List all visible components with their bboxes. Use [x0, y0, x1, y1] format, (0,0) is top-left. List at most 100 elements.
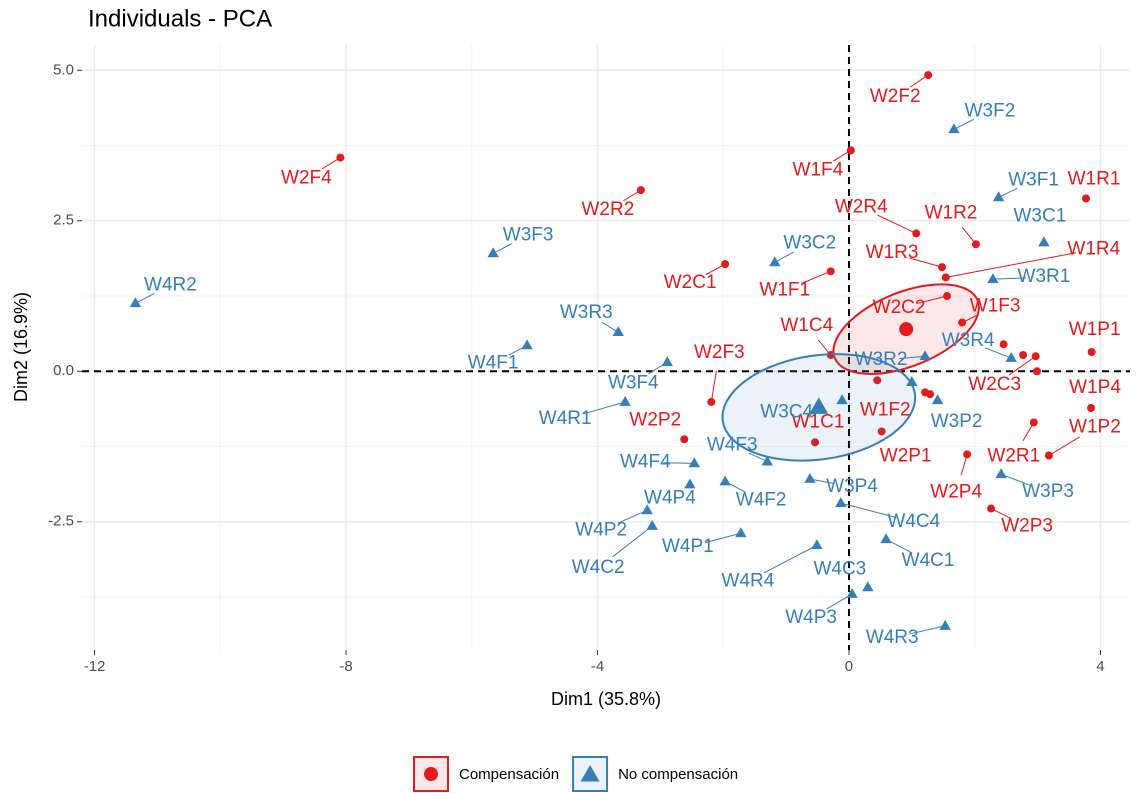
point [129, 297, 142, 308]
x-tick-label: 0 [845, 658, 853, 675]
leader-line [992, 277, 1026, 280]
point-label: W2R4 [835, 196, 888, 217]
point-label: W3R4 [942, 330, 995, 351]
point [1087, 348, 1096, 357]
point-label: W4F2 [736, 489, 787, 510]
point-label: W2F3 [694, 342, 745, 363]
leader-line [623, 189, 642, 202]
leader-line [898, 355, 926, 360]
point-label: W3C4 [760, 401, 813, 422]
point-label: W3R3 [560, 302, 613, 323]
leader-line [724, 481, 746, 493]
point [1032, 367, 1041, 376]
point [1087, 404, 1096, 412]
point-label: W4R4 [722, 570, 775, 591]
leader-line [663, 462, 695, 464]
point [906, 376, 918, 387]
legend-label: Compensación [459, 766, 559, 783]
point-label: W1F2 [860, 399, 911, 420]
point [1038, 236, 1050, 247]
point [926, 390, 935, 399]
point-label: W4R1 [539, 408, 592, 429]
point-label: W3P2 [931, 411, 983, 432]
point-label: W2F2 [870, 86, 921, 107]
labels: W2F4 W2R2 W1F4 W2F2 W1R1 W2R4 W1R2 W1R4 W1R3 W2C1… [135, 74, 1121, 648]
point-label: W2P4 [930, 481, 982, 502]
point-label: W4P3 [785, 607, 837, 628]
point [931, 394, 944, 405]
x-tick-label: -8 [339, 658, 352, 675]
point [487, 247, 499, 258]
point-label: W4C3 [813, 558, 866, 579]
leader-line [953, 118, 975, 130]
leader-line [321, 157, 341, 170]
y-tick-label: 0.0 [53, 362, 74, 379]
leader-line [877, 214, 917, 234]
point [646, 519, 658, 530]
group-mean [809, 397, 829, 414]
point-label: W2P1 [880, 445, 932, 466]
leader-line [801, 270, 831, 284]
point-label: W3R2 [855, 349, 908, 370]
point-label: W1P4 [1069, 377, 1121, 398]
point [680, 435, 689, 444]
leader-line [826, 593, 853, 610]
leader-line [710, 370, 717, 403]
point-label: W4C4 [887, 511, 940, 532]
point [612, 326, 624, 337]
point-label: W3P4 [826, 476, 878, 497]
point-label: W4P1 [662, 536, 714, 557]
leader-line [960, 454, 968, 476]
grid [82, 45, 1130, 650]
leader-line [990, 508, 1012, 519]
point [769, 256, 781, 267]
point [948, 123, 960, 134]
group-mean [899, 322, 914, 337]
leader-line [961, 226, 977, 245]
leader-line [885, 538, 913, 554]
leader-line [817, 339, 832, 356]
leader-line [612, 525, 653, 558]
leader-line [508, 344, 528, 356]
y-tick-label: 5.0 [53, 61, 74, 78]
point-label: W4P2 [575, 519, 627, 540]
point-label: W2C1 [664, 272, 717, 293]
point [761, 455, 773, 466]
leader-line [998, 187, 1018, 198]
point-label: W1P1 [1069, 319, 1121, 340]
point-label: W3C2 [783, 232, 836, 253]
leader-line [840, 502, 897, 519]
point-label: W2R1 [987, 445, 1040, 466]
leader-line [909, 625, 946, 635]
point-label: W4C2 [572, 557, 625, 578]
x-tick-label: -12 [84, 658, 106, 675]
y-tick-label: -2.5 [48, 513, 74, 530]
point [919, 350, 931, 361]
leader-line [1000, 473, 1032, 487]
point [811, 438, 820, 447]
leader-line [135, 293, 155, 304]
leader-line [705, 532, 741, 544]
leader-line [617, 509, 648, 524]
point-label: W3P3 [1022, 481, 1074, 502]
leader-line [945, 252, 1077, 278]
point [835, 497, 847, 508]
leader-line [961, 313, 980, 323]
point-label: W4F4 [620, 451, 671, 472]
point [987, 273, 999, 284]
point [804, 473, 816, 483]
point-label: W3F3 [503, 224, 554, 245]
point [992, 191, 1005, 202]
point-label: W4R3 [866, 627, 919, 648]
point-label: W4C1 [902, 550, 955, 571]
point-label: W4P4 [644, 487, 696, 508]
point-label: W2R2 [581, 199, 634, 220]
point-label: W3F2 [965, 100, 1016, 121]
point-label: W3R1 [1018, 266, 1071, 287]
leader-line [601, 321, 619, 333]
y-axis-title: Dim2 (16.9%) [11, 292, 31, 402]
leader-line [809, 478, 835, 485]
point-label: W2C3 [968, 374, 1021, 395]
leader-line [763, 544, 818, 574]
